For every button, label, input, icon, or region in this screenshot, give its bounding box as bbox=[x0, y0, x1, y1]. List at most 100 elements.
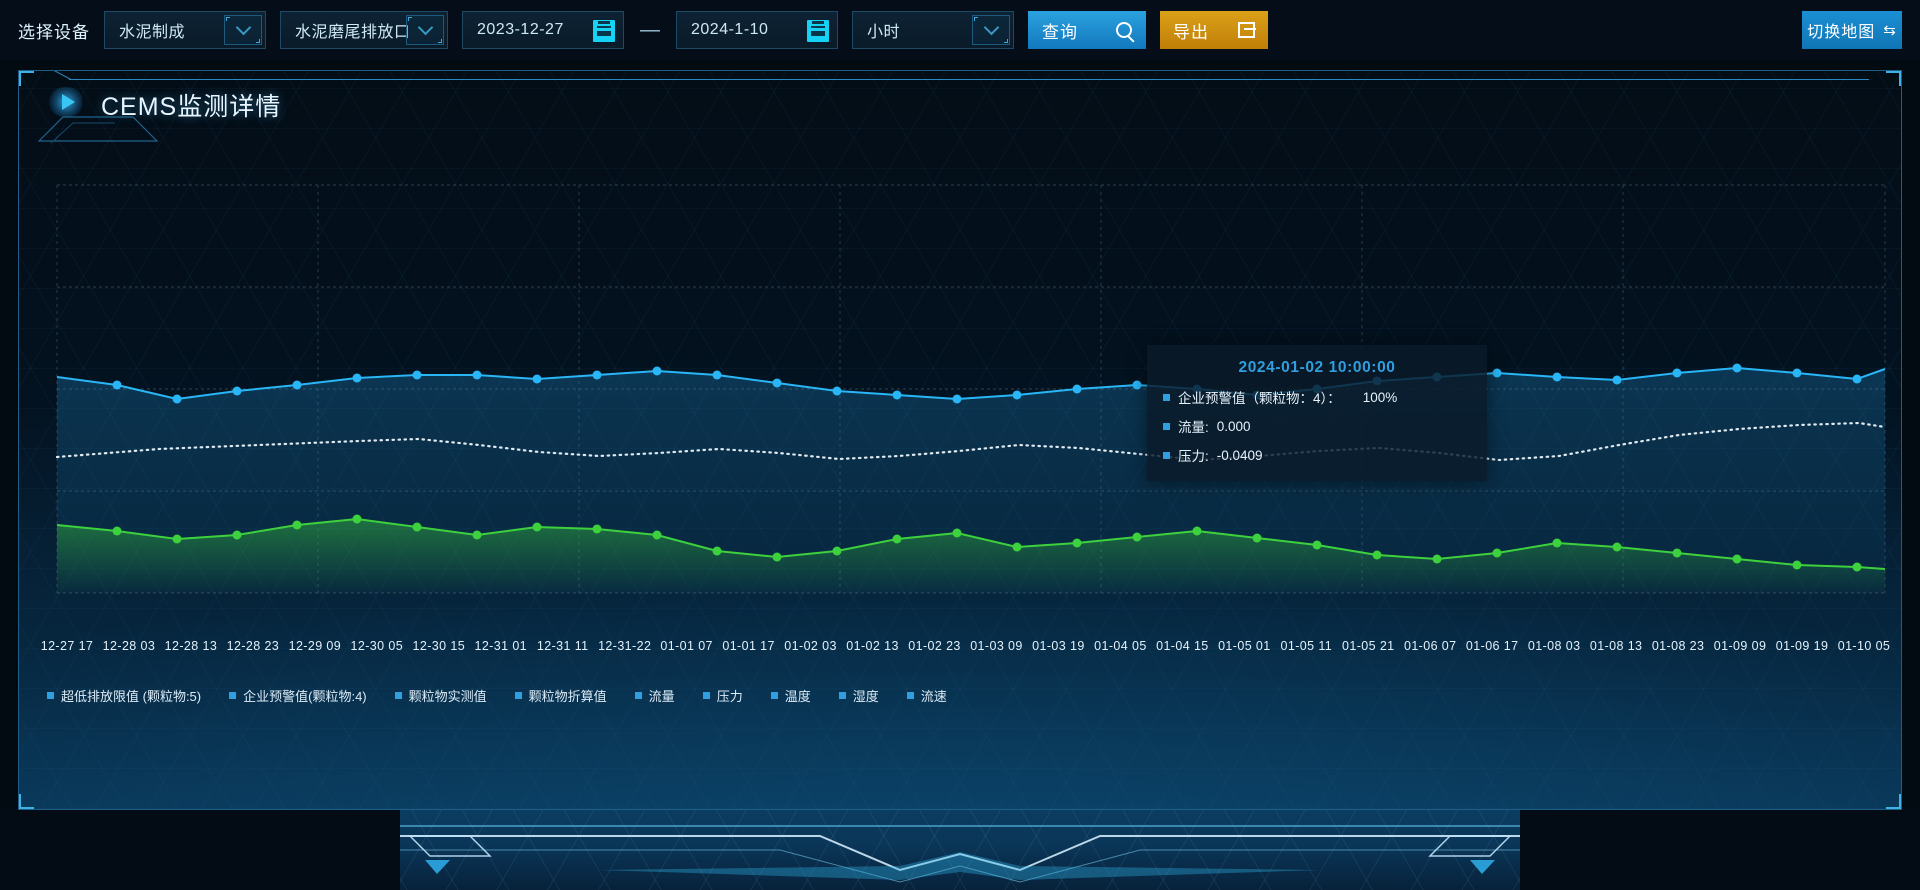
interval-select[interactable]: 小时 bbox=[852, 11, 1014, 49]
chart-canvas bbox=[55, 184, 1887, 594]
corner-decoration bbox=[19, 794, 34, 809]
legend-marker-icon bbox=[47, 691, 54, 699]
legend-item-1[interactable]: 企业预警值(颗粒物:4) bbox=[229, 686, 367, 705]
x-axis-tick-label: 01-03 19 bbox=[1032, 639, 1085, 653]
legend-item-8[interactable]: 流速 bbox=[906, 686, 947, 705]
play-triangle-icon bbox=[47, 87, 85, 117]
chevron-down-icon[interactable] bbox=[224, 15, 262, 45]
footer-hud bbox=[0, 810, 1920, 890]
x-axis-tick-label: 01-06 07 bbox=[1403, 639, 1457, 653]
legend-item-4[interactable]: 流量 bbox=[634, 686, 675, 705]
chevron-down-icon[interactable] bbox=[406, 15, 444, 45]
x-axis-tick-label: 01-01 17 bbox=[722, 639, 775, 653]
legend-item-3[interactable]: 颗粒物折算值 bbox=[514, 686, 607, 705]
footer-mask-right bbox=[1520, 810, 1920, 890]
export-button[interactable]: 导出 bbox=[1160, 11, 1268, 49]
legend-item-2[interactable]: 颗粒物实测值 bbox=[394, 686, 487, 705]
x-axis-tick-label: 01-06 17 bbox=[1465, 639, 1519, 653]
chart-legend[interactable]: 超低排放限值 (颗粒物:5) 企业预警值(颗粒物:4) 颗粒物实测值 颗粒物折算值 流量… bbox=[19, 683, 1901, 707]
export-button-label: 导出 bbox=[1173, 22, 1209, 42]
legend-marker-icon bbox=[634, 691, 642, 699]
query-button-label: 查询 bbox=[1042, 22, 1078, 42]
x-axis-labels: 12-27 17 12-28 03 12-28 13 12-28 23 12-29 09… bbox=[19, 639, 1901, 659]
legend-label: 企业预警值(颗粒物:4) bbox=[243, 688, 367, 704]
corner-decoration bbox=[1886, 794, 1901, 809]
legend-label: 颗粒物折算值 bbox=[528, 688, 607, 704]
legend-item-5[interactable]: 压力 bbox=[702, 686, 743, 705]
legend-marker-icon bbox=[770, 691, 778, 699]
calendar-icon[interactable] bbox=[804, 17, 832, 44]
date-range-separator: — bbox=[640, 18, 660, 41]
export-icon bbox=[1238, 22, 1256, 38]
end-date-input[interactable]: 2024-1-10 bbox=[676, 11, 838, 49]
switch-map-label: 切换地图 bbox=[1807, 24, 1876, 41]
legend-marker-icon bbox=[514, 691, 522, 699]
x-axis-tick-label: 12-30 05 bbox=[350, 639, 404, 653]
cems-detail-panel: CEMS监测详情 bbox=[18, 70, 1902, 810]
legend-label: 流量 bbox=[648, 688, 675, 704]
legend-marker-icon bbox=[838, 691, 846, 699]
x-axis-tick-label: 12-31-22 bbox=[598, 639, 652, 653]
x-axis-tick-label: 12-28 03 bbox=[102, 639, 156, 653]
x-axis-tick-label: 01-03 09 bbox=[970, 639, 1023, 653]
chevron-down-icon[interactable] bbox=[972, 15, 1010, 45]
page-title: CEMS监测详情 bbox=[101, 93, 282, 121]
header-decoration bbox=[37, 116, 159, 144]
x-axis-tick-label: 01-08 23 bbox=[1651, 639, 1705, 653]
interval-select-value: 小时 bbox=[867, 24, 901, 41]
x-axis-tick-label: 01-08 13 bbox=[1589, 639, 1643, 653]
series-points-converted bbox=[112, 514, 1862, 572]
header-rule bbox=[69, 79, 1869, 80]
x-axis-tick-label: 01-09 19 bbox=[1775, 639, 1829, 653]
cems-line-chart[interactable]: 12-27 17 12-28 03 12-28 13 12-28 23 12-29 09… bbox=[19, 123, 1901, 753]
swap-icon: ⇆ bbox=[1883, 22, 1897, 39]
legend-label: 超低排放限值 (颗粒物:5) bbox=[61, 688, 202, 704]
outlet-select[interactable]: 水泥磨尾排放口 bbox=[280, 11, 448, 49]
calendar-icon[interactable] bbox=[590, 17, 618, 44]
x-axis-tick-label: 01-02 13 bbox=[846, 639, 899, 653]
legend-label: 湿度 bbox=[852, 688, 879, 704]
series-line-warning bbox=[56, 366, 1886, 401]
x-axis-tick-label: 01-01 07 bbox=[660, 639, 713, 653]
legend-marker-icon bbox=[906, 691, 914, 699]
series-line-measured bbox=[55, 421, 1887, 462]
device-select-label: 选择设备 bbox=[18, 22, 90, 42]
x-axis-tick-label: 01-05 11 bbox=[1280, 639, 1333, 653]
legend-item-7[interactable]: 湿度 bbox=[838, 686, 879, 705]
x-axis-tick-label: 12-31 11 bbox=[536, 639, 589, 653]
x-axis-tick-label: 12-28 23 bbox=[226, 639, 280, 653]
top-toolbar: 选择设备 水泥制成 水泥磨尾排放口 2023-12-27 — 2024-1-10… bbox=[0, 0, 1920, 60]
legend-item-6[interactable]: 温度 bbox=[770, 686, 811, 705]
legend-marker-icon bbox=[394, 691, 402, 699]
x-axis-tick-label: 12-30 15 bbox=[412, 639, 466, 653]
x-axis-tick-label: 12-28 13 bbox=[164, 639, 218, 653]
footer-mask-left bbox=[0, 810, 400, 890]
end-date-value: 2024-1-10 bbox=[691, 21, 769, 38]
x-axis-tick-label: 12-29 09 bbox=[288, 639, 342, 653]
series-line-converted bbox=[56, 517, 1886, 570]
legend-label: 压力 bbox=[716, 688, 743, 704]
legend-label: 流速 bbox=[920, 688, 947, 704]
x-axis-tick-label: 01-09 09 bbox=[1713, 639, 1767, 653]
x-axis-tick-label: 01-04 15 bbox=[1156, 639, 1209, 653]
x-axis-tick-label: 01-04 05 bbox=[1094, 639, 1147, 653]
legend-label: 颗粒物实测值 bbox=[408, 688, 487, 704]
outlet-select-value: 水泥磨尾排放口 bbox=[295, 24, 411, 41]
switch-map-button[interactable]: 切换地图 ⇆ bbox=[1802, 11, 1902, 49]
legend-marker-icon bbox=[229, 691, 237, 699]
x-axis-tick-label: 12-31 01 bbox=[474, 639, 528, 653]
query-button[interactable]: 查询 bbox=[1028, 11, 1146, 49]
start-date-input[interactable]: 2023-12-27 bbox=[462, 11, 624, 49]
legend-marker-icon bbox=[702, 691, 710, 699]
x-axis-tick-label: 01-05 21 bbox=[1341, 639, 1395, 653]
device-select-value: 水泥制成 bbox=[119, 24, 186, 41]
x-axis-tick-label: 01-02 23 bbox=[908, 639, 961, 653]
legend-item-0[interactable]: 超低排放限值 (颗粒物:5) bbox=[47, 686, 201, 705]
series-area-converted bbox=[57, 519, 1885, 593]
x-axis-tick-label: 12-27 17 bbox=[40, 639, 94, 653]
x-axis-tick-label: 01-10 05 bbox=[1837, 639, 1891, 653]
search-icon bbox=[1116, 22, 1132, 38]
device-select[interactable]: 水泥制成 bbox=[104, 11, 266, 49]
start-date-value: 2023-12-27 bbox=[477, 21, 564, 38]
